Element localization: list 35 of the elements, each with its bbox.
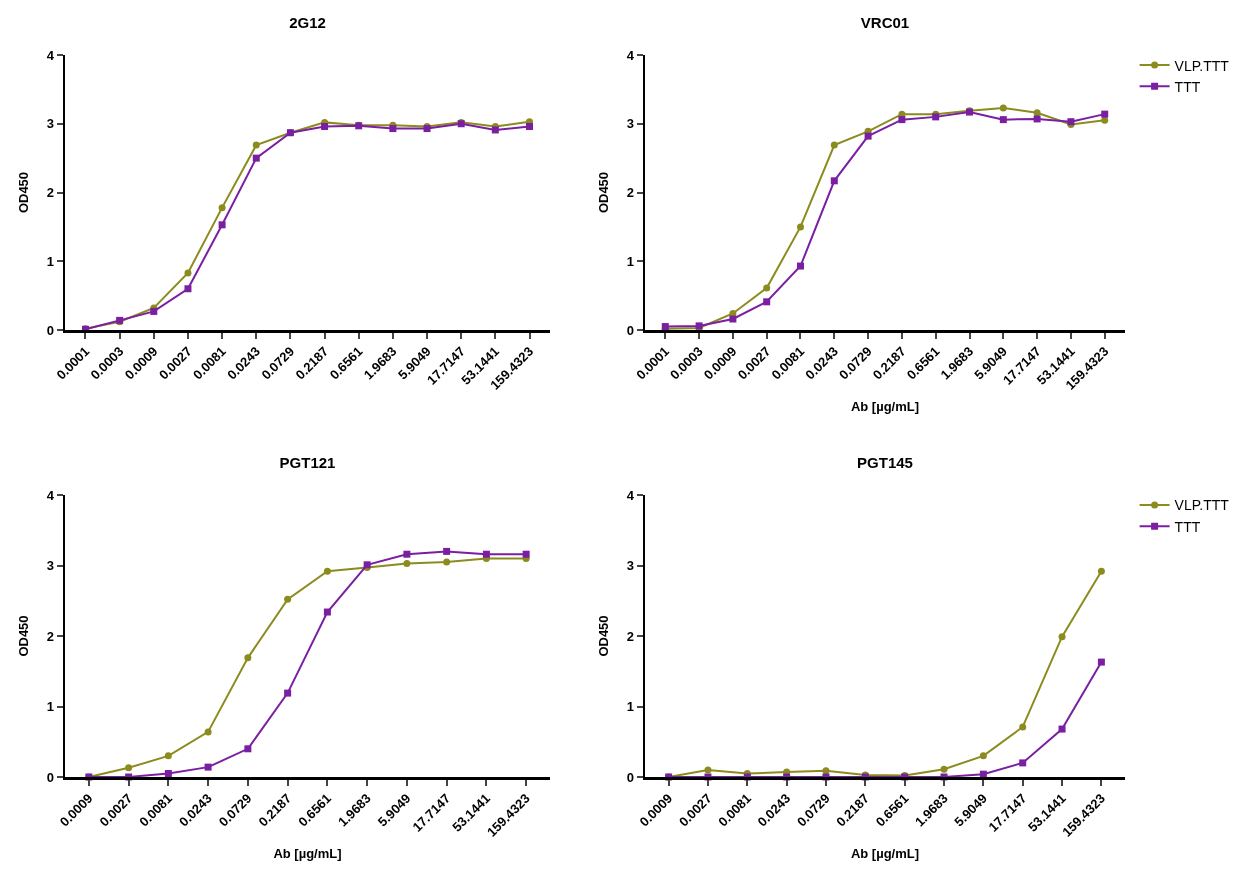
y-tick-label: 4 xyxy=(626,47,635,63)
y-tick-label: 3 xyxy=(626,116,634,132)
y-tick-label: 1 xyxy=(46,699,54,715)
y-tick-label: 1 xyxy=(626,699,634,715)
x-axis-title: Ab [µg/mL] xyxy=(273,845,342,861)
legend-label: TTT xyxy=(1174,78,1201,95)
x-axis-title: Ab [µg/mL] xyxy=(850,845,920,861)
y-tick-label: 0 xyxy=(626,322,634,338)
legend-label: TTT xyxy=(1174,518,1201,535)
chart-title: PGT145 xyxy=(857,453,913,471)
y-tick-label: 1 xyxy=(46,253,54,269)
y-axis-title: OD450 xyxy=(15,615,31,657)
y-tick-label: 3 xyxy=(46,116,54,132)
y-tick-label: 4 xyxy=(46,47,55,63)
legend-label: VLP.TTT xyxy=(1174,57,1230,74)
y-tick-label: 1 xyxy=(626,253,634,269)
y-tick-label: 4 xyxy=(626,487,635,503)
y-tick-label: 3 xyxy=(46,558,54,574)
y-tick-label: 4 xyxy=(46,487,55,503)
y-axis-title: OD450 xyxy=(595,615,611,657)
y-tick-label: 2 xyxy=(46,628,54,644)
chart-title: PGT121 xyxy=(279,453,336,471)
legend-label: VLP.TTT xyxy=(1174,497,1230,514)
x-axis-title: Ab [µg/mL] xyxy=(850,398,920,414)
chart-title: 2G12 xyxy=(289,13,326,31)
y-tick-label: 2 xyxy=(46,185,54,201)
y-tick-label: 0 xyxy=(46,769,54,785)
y-axis-title: OD450 xyxy=(15,171,31,214)
y-tick-label: 3 xyxy=(626,558,634,574)
y-tick-label: 2 xyxy=(626,185,634,201)
y-tick-label: 0 xyxy=(626,769,634,785)
y-axis-title: OD450 xyxy=(595,171,611,214)
chart-title: VRC01 xyxy=(860,13,910,31)
y-tick-label: 0 xyxy=(46,322,54,338)
y-tick-label: 2 xyxy=(626,628,634,644)
